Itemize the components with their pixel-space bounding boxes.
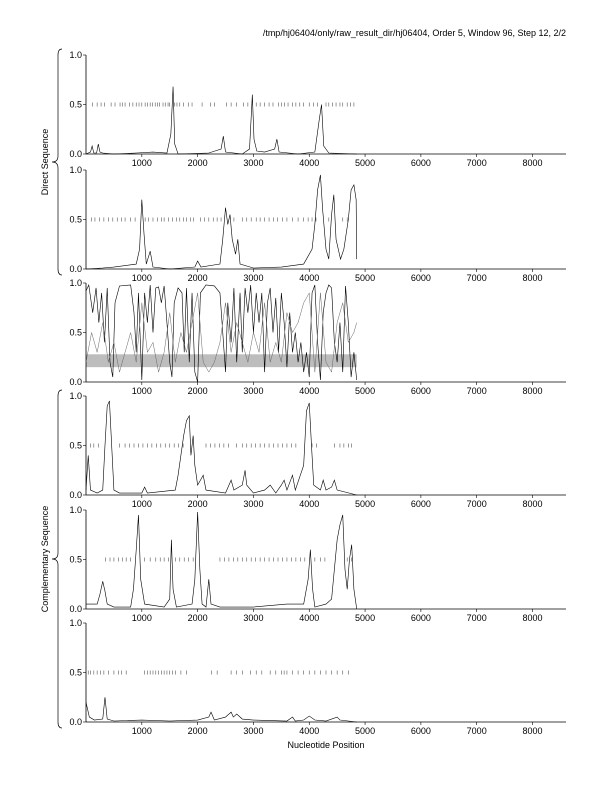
x-tick-label: 7000 bbox=[467, 386, 487, 396]
panel-mixed-frame: 0.0 0.5 1.0 1000 2000 3000 4000 5000 6000 7000 800… bbox=[69, 278, 566, 396]
x-tick-label: 1000 bbox=[132, 726, 152, 736]
x-tick-label: 4000 bbox=[299, 613, 319, 623]
y-tick-label: 1.0 bbox=[69, 618, 82, 628]
panel-complementary-frame-1: 0.0 0.5 1.0 1000 2000 3000 4000 5000 6000 7000 800… bbox=[69, 391, 566, 509]
x-tick-label: 6000 bbox=[411, 273, 431, 283]
x-tick-label: 6000 bbox=[411, 613, 431, 623]
x-tick-label: 4000 bbox=[299, 726, 319, 736]
header-path: /tmp/hj06404/only/raw_result_dir/hj06404… bbox=[263, 28, 566, 38]
panel-direct-frame-2: 0.0 0.5 1.0 1000 2000 3000 4000 5000 6000 7000 800… bbox=[69, 165, 566, 283]
x-tick-label: 3000 bbox=[243, 613, 263, 623]
series-line bbox=[85, 86, 357, 155]
group-bracket bbox=[51, 389, 63, 729]
x-tick-label: 2000 bbox=[188, 158, 208, 168]
x-tick-label: 8000 bbox=[522, 273, 542, 283]
y-tick-label: 0.5 bbox=[69, 328, 82, 338]
y-tick-label: 0.5 bbox=[69, 215, 82, 225]
x-tick-label: 3000 bbox=[243, 158, 263, 168]
x-tick-label: 5000 bbox=[355, 613, 375, 623]
panel-complementary-frame-2: 0.0 0.5 1.0 1000 2000 3000 4000 5000 6000 7000 800… bbox=[69, 505, 566, 623]
x-tick-label: 6000 bbox=[411, 726, 431, 736]
series-line bbox=[85, 697, 357, 723]
x-tick-label: 3000 bbox=[243, 726, 263, 736]
x-tick-label: 2000 bbox=[188, 613, 208, 623]
x-tick-label: 2000 bbox=[188, 273, 208, 283]
x-tick-label: 8000 bbox=[522, 386, 542, 396]
y-tick-label: 0.5 bbox=[69, 441, 82, 451]
x-tick-label: 1000 bbox=[132, 613, 152, 623]
x-tick-label: 2000 bbox=[188, 499, 208, 509]
y-tick-label: 0.0 bbox=[69, 377, 82, 387]
x-tick-label: 5000 bbox=[355, 273, 375, 283]
x-tick-label: 8000 bbox=[522, 158, 542, 168]
series-line bbox=[85, 400, 357, 496]
x-tick-label: 3000 bbox=[243, 386, 263, 396]
y-tick-label: 1.0 bbox=[69, 165, 82, 175]
y-tick-label: 1.0 bbox=[69, 391, 82, 401]
y-tick-label: 1.0 bbox=[69, 50, 82, 60]
x-tick-label: 6000 bbox=[411, 386, 431, 396]
x-tick-label: 7000 bbox=[467, 613, 487, 623]
panel-complementary-frame-3: 0.0 0.5 1.0 1000 2000 3000 4000 5000 6000 7000 800… bbox=[69, 618, 566, 736]
x-tick-label: 4000 bbox=[299, 158, 319, 168]
group-label: Complementary Sequence bbox=[40, 506, 50, 613]
x-tick-label: 8000 bbox=[522, 613, 542, 623]
y-tick-label: 0.0 bbox=[69, 490, 82, 500]
x-tick-label: 7000 bbox=[467, 726, 487, 736]
series-line bbox=[85, 292, 357, 373]
x-tick-label: 7000 bbox=[467, 499, 487, 509]
y-tick-label: 0.5 bbox=[69, 555, 82, 565]
x-tick-label: 4000 bbox=[299, 499, 319, 509]
x-tick-label: 5000 bbox=[355, 726, 375, 736]
y-tick-label: 0.0 bbox=[69, 604, 82, 614]
panels: 0.0 0.5 1.0 1000 2000 3000 4000 5000 6000 7000 800… bbox=[40, 48, 566, 736]
group-bracket bbox=[51, 48, 63, 276]
y-tick-label: 0.0 bbox=[69, 264, 82, 274]
x-tick-label: 8000 bbox=[522, 499, 542, 509]
x-tick-label: 1000 bbox=[132, 158, 152, 168]
x-tick-label: 3000 bbox=[243, 499, 263, 509]
y-tick-label: 1.0 bbox=[69, 278, 82, 288]
series-line bbox=[85, 174, 357, 270]
x-tick-label: 6000 bbox=[411, 158, 431, 168]
x-tick-label: 2000 bbox=[188, 726, 208, 736]
y-tick-label: 0.0 bbox=[69, 149, 82, 159]
shaded-band bbox=[86, 354, 357, 368]
x-tick-label: 5000 bbox=[355, 158, 375, 168]
series-line bbox=[86, 511, 357, 610]
x-tick-label: 4000 bbox=[299, 273, 319, 283]
x-tick-label: 1000 bbox=[132, 499, 152, 509]
y-tick-label: 0.5 bbox=[69, 668, 82, 678]
x-tick-label: 8000 bbox=[522, 726, 542, 736]
x-tick-label: 1000 bbox=[132, 273, 152, 283]
series-line bbox=[85, 283, 357, 383]
y-tick-label: 0.0 bbox=[69, 717, 82, 727]
x-tick-label: 7000 bbox=[467, 273, 487, 283]
y-tick-label: 1.0 bbox=[69, 505, 82, 515]
x-tick-label: 1000 bbox=[132, 386, 152, 396]
x-tick-label: 4000 bbox=[299, 386, 319, 396]
x-tick-label: 7000 bbox=[467, 158, 487, 168]
x-tick-label: 2000 bbox=[188, 386, 208, 396]
x-tick-label: 5000 bbox=[355, 386, 375, 396]
x-axis-title: Nucleotide Position bbox=[287, 740, 364, 750]
x-tick-label: 3000 bbox=[243, 273, 263, 283]
group-label: Direct Sequence bbox=[40, 129, 50, 196]
y-tick-label: 0.5 bbox=[69, 100, 82, 110]
panel-direct-frame-1: 0.0 0.5 1.0 1000 2000 3000 4000 5000 6000 7000 800… bbox=[69, 50, 566, 168]
x-tick-label: 5000 bbox=[355, 499, 375, 509]
x-tick-label: 6000 bbox=[411, 499, 431, 509]
